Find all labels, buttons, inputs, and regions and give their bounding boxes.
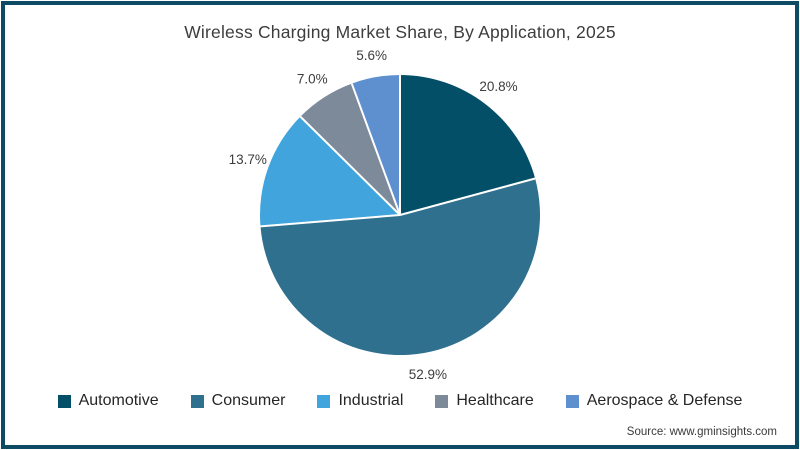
legend-item-industrial: Industrial <box>317 392 403 410</box>
slice-value-label-consumer: 52.9% <box>409 367 447 382</box>
legend-label: Consumer <box>211 392 286 409</box>
chart-title: Wireless Charging Market Share, By Appli… <box>184 22 616 42</box>
pie-slice-consumer <box>260 178 541 356</box>
legend-item-aerospace-defense: Aerospace & Defense <box>565 392 743 410</box>
slice-divider <box>260 214 401 228</box>
legend-label: Industrial <box>338 392 404 409</box>
slice-value-label-healthcare: 7.0% <box>297 71 328 86</box>
source-attribution: Source: www.gminsights.com <box>626 426 777 438</box>
slice-divider <box>399 177 536 216</box>
slice-divider <box>350 83 401 216</box>
legend-item-automotive: Automotive <box>57 392 159 410</box>
legend-label: Automotive <box>78 392 159 409</box>
legend-label: Aerospace & Defense <box>586 392 743 409</box>
pie-slice-automotive <box>400 75 536 215</box>
legend-swatch-aerospace-defense <box>565 394 579 408</box>
slice-value-label-industrial: 13.7% <box>229 152 267 167</box>
legend-item-consumer: Consumer <box>190 392 286 410</box>
legend-swatch-consumer <box>190 394 204 408</box>
pie-slice-industrial <box>260 116 400 227</box>
slice-value-label-automotive: 20.8% <box>479 79 517 94</box>
legend-swatch-healthcare <box>435 394 449 408</box>
legend: Automotive Consumer Industrial Healthcare Ae… <box>0 392 800 410</box>
legend-swatch-automotive <box>57 394 71 408</box>
slice-value-label-aerospace-defense: 5.6% <box>356 48 387 63</box>
legend-label: Healthcare <box>456 392 534 409</box>
legend-item-healthcare: Healthcare <box>435 392 534 410</box>
legend-swatch-industrial <box>317 394 331 408</box>
slice-divider <box>299 115 401 216</box>
pie-slice-healthcare <box>300 83 400 215</box>
